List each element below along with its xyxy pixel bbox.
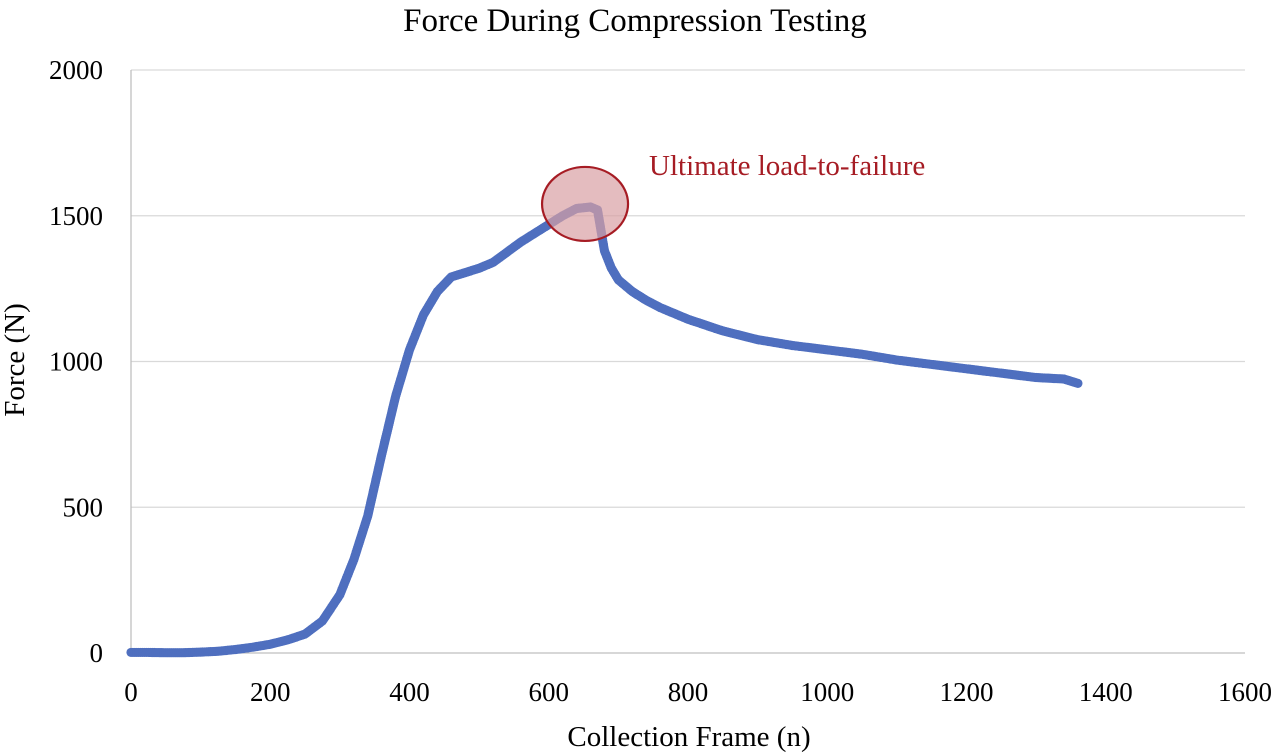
axes [130, 70, 1245, 654]
data-series [126, 202, 1083, 658]
data-point [1073, 378, 1083, 388]
annotations: Ultimate load-to-failure [540, 150, 925, 243]
annotation-label: Ultimate load-to-failure [649, 150, 925, 182]
x-tick-label: 800 [668, 677, 709, 707]
tick-labels: 0 500 1000 1500 2000 0 200 400 600 800 1000 1200 140… [49, 55, 1272, 707]
y-tick-label: 2000 [49, 55, 103, 85]
x-tick-label: 600 [529, 677, 570, 707]
y-tick-label: 0 [90, 638, 104, 668]
x-tick-label: 1200 [940, 677, 994, 707]
chart-title: Force During Compression Testing [403, 3, 867, 39]
x-tick-label: 1600 [1218, 677, 1272, 707]
y-tick-label: 500 [63, 492, 104, 522]
x-axis-label: Collection Frame (n) [567, 721, 810, 753]
y-axis-label: Force (N) [0, 303, 31, 417]
y-tick-label: 1500 [49, 201, 103, 231]
annotation-circle [540, 165, 630, 243]
gridlines [131, 69, 1245, 508]
y-tick-label: 1000 [49, 347, 103, 377]
x-tick-label: 400 [389, 677, 430, 707]
x-tick-label: 1000 [800, 677, 854, 707]
x-tick-label: 1400 [1079, 677, 1133, 707]
x-tick-label: 200 [250, 677, 291, 707]
x-tick-label: 0 [124, 677, 138, 707]
series-markers [126, 202, 1083, 658]
